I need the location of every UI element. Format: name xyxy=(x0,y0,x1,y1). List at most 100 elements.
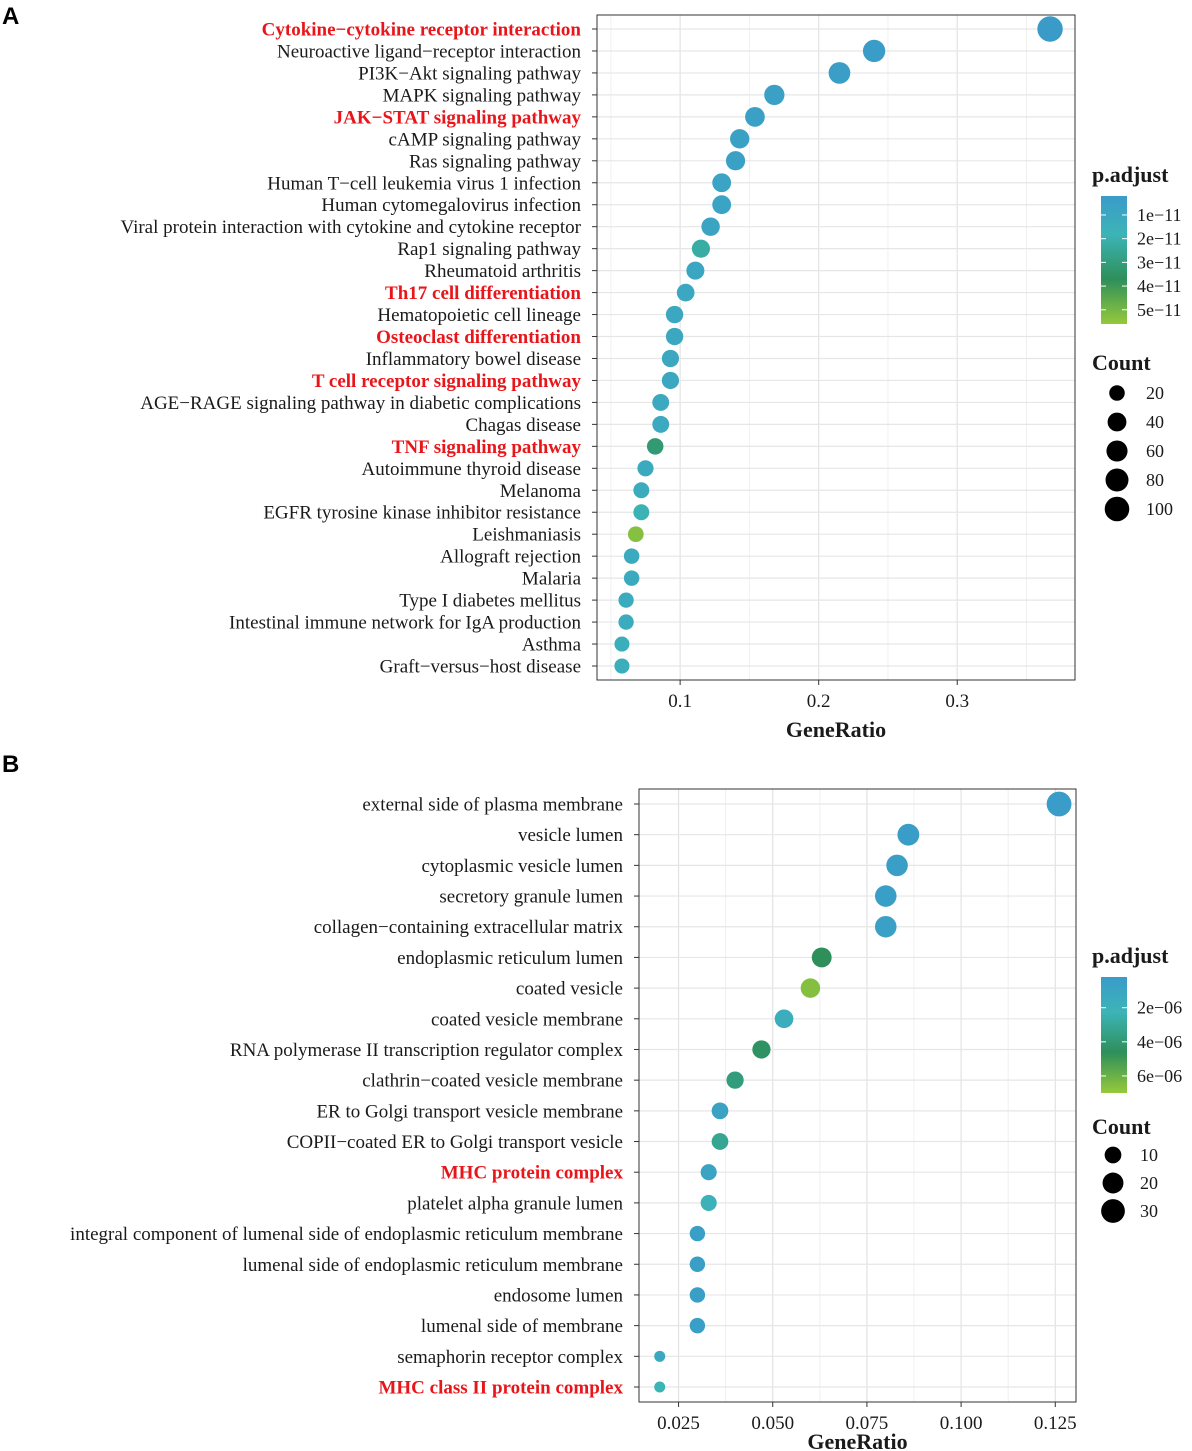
size-legend-label: 60 xyxy=(1146,441,1164,461)
category-label: Human cytomegalovirus infection xyxy=(321,195,581,216)
size-legend-key xyxy=(1107,412,1127,432)
color-legend-label: 1e−11 xyxy=(1137,205,1181,225)
category-label: Human T−cell leukemia virus 1 infection xyxy=(267,173,581,194)
data-point xyxy=(897,823,920,846)
category-label: semaphorin receptor complex xyxy=(397,1347,623,1368)
x-tick-label: 0.3 xyxy=(945,691,969,712)
category-label: Cytokine−cytokine receptor interaction xyxy=(262,20,582,41)
category-label: lumenal side of endoplasmic reticulum me… xyxy=(243,1255,623,1276)
category-label: Ras signaling pathway xyxy=(409,151,582,172)
data-point xyxy=(711,1102,729,1120)
category-label: MHC protein complex xyxy=(441,1163,624,1184)
category-label: Rheumatoid arthritis xyxy=(424,261,581,282)
color-legend-label: 5e−11 xyxy=(1137,300,1181,320)
category-label: vesicle lumen xyxy=(518,825,623,846)
data-point xyxy=(654,1381,666,1393)
data-point xyxy=(745,107,765,127)
category-label: cAMP signaling pathway xyxy=(389,129,582,150)
category-label: endoplasmic reticulum lumen xyxy=(397,948,623,969)
data-point xyxy=(874,915,897,938)
category-label: endosome lumen xyxy=(494,1285,624,1306)
category-label: Melanoma xyxy=(500,481,582,502)
category-label: platelet alpha granule lumen xyxy=(407,1193,623,1214)
data-point xyxy=(623,548,640,564)
category-label: Graft−versus−host disease xyxy=(380,657,581,678)
category-label: Type I diabetes mellitus xyxy=(399,591,581,612)
data-point xyxy=(654,1350,666,1362)
size-legend-key xyxy=(1102,1172,1124,1194)
x-axis-title: GeneRatio xyxy=(786,717,886,742)
data-point xyxy=(661,349,680,368)
category-label: ER to Golgi transport vesicle membrane xyxy=(316,1101,623,1122)
x-tick-label: 0.050 xyxy=(751,1413,794,1434)
data-point xyxy=(700,1194,717,1211)
data-point xyxy=(725,151,746,171)
color-legend-title: p.adjust xyxy=(1092,943,1169,968)
color-legend-bar xyxy=(1101,977,1127,1093)
size-legend-label: 80 xyxy=(1146,470,1164,490)
category-label: Allograft rejection xyxy=(440,547,581,568)
x-tick-label: 0.125 xyxy=(1034,1413,1077,1434)
category-label: Osteoclast differentiation xyxy=(376,327,581,348)
category-label: Rap1 signaling pathway xyxy=(397,239,581,260)
data-point xyxy=(862,39,886,63)
data-point xyxy=(652,393,670,411)
category-label: PI3K−Akt signaling pathway xyxy=(358,63,581,84)
category-label: cytoplasmic vesicle lumen xyxy=(421,856,623,877)
category-label: EGFR tyrosine kinase inhibitor resistanc… xyxy=(263,503,581,524)
data-point xyxy=(811,947,832,968)
data-point xyxy=(689,1317,706,1334)
x-tick-label: 0.100 xyxy=(940,1413,983,1434)
category-label: clathrin−coated vesicle membrane xyxy=(362,1071,623,1092)
data-point xyxy=(633,504,650,521)
x-tick-label: 0.025 xyxy=(657,1413,700,1434)
data-point xyxy=(646,438,664,455)
category-label: coated vesicle membrane xyxy=(431,1009,623,1030)
category-label: AGE−RAGE signaling pathway in diabetic c… xyxy=(140,393,581,414)
data-point xyxy=(712,195,732,215)
category-label: Asthma xyxy=(522,635,582,656)
panel-letter-b: B xyxy=(2,751,19,778)
category-label: integral component of lumenal side of en… xyxy=(70,1224,623,1245)
category-label: Hematopoietic cell lineage xyxy=(377,305,581,326)
color-legend-label: 6e−06 xyxy=(1137,1066,1182,1086)
data-point xyxy=(614,658,630,674)
category-label: lumenal side of membrane xyxy=(421,1316,623,1337)
x-tick-label: 0.2 xyxy=(807,691,831,712)
category-label: Leishmaniasis xyxy=(472,525,581,546)
category-label: Chagas disease xyxy=(465,415,581,436)
data-point xyxy=(618,592,634,608)
data-point xyxy=(764,84,785,106)
data-point xyxy=(691,239,710,258)
category-label: external side of plasma membrane xyxy=(362,795,623,816)
data-point xyxy=(665,305,684,324)
data-point xyxy=(711,1133,729,1150)
data-point xyxy=(1046,791,1072,817)
data-point xyxy=(627,526,644,543)
data-point xyxy=(618,614,634,630)
data-point xyxy=(886,854,908,877)
size-legend-title: Count xyxy=(1092,350,1151,375)
color-legend-label: 4e−11 xyxy=(1137,276,1181,296)
size-legend-label: 20 xyxy=(1146,383,1164,403)
plot-area xyxy=(638,788,1077,1403)
data-point xyxy=(633,482,650,499)
data-point xyxy=(726,1071,744,1089)
dotplot-panel-b: external side of plasma membrane vesicle … xyxy=(70,788,1182,1451)
category-label: Intestinal immune network for IgA produc… xyxy=(229,613,581,634)
x-tick-label: 0.1 xyxy=(668,691,692,712)
size-legend-key xyxy=(1106,440,1128,462)
category-label: Inflammatory bowel disease xyxy=(366,349,581,370)
color-legend-label: 2e−11 xyxy=(1137,229,1181,249)
size-legend-label: 100 xyxy=(1146,499,1173,519)
category-label: T cell receptor signaling pathway xyxy=(312,371,582,392)
category-label: Malaria xyxy=(522,569,582,590)
color-legend-label: 4e−06 xyxy=(1137,1032,1182,1052)
size-legend-label: 30 xyxy=(1140,1201,1158,1221)
data-point xyxy=(730,129,750,149)
size-legend-label: 40 xyxy=(1146,412,1164,432)
data-point xyxy=(874,885,897,907)
size-legend-key xyxy=(1104,1146,1122,1164)
data-point xyxy=(661,371,680,390)
size-legend-key xyxy=(1109,385,1125,401)
